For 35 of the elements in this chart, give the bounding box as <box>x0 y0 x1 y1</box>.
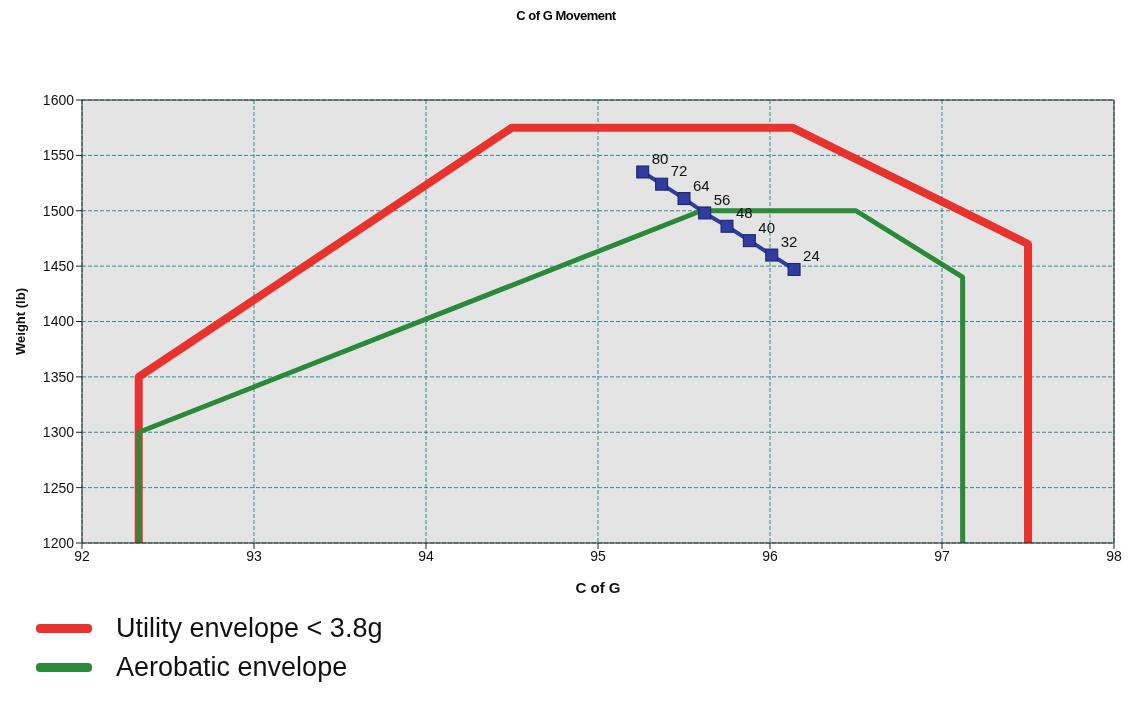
point <box>720 219 734 233</box>
point <box>655 177 669 191</box>
y-tick-label: 1200 <box>42 534 75 551</box>
annotation: 72 <box>670 162 688 180</box>
x-tick-label: 92 <box>74 547 90 564</box>
annotation: 56 <box>713 190 731 208</box>
y-tick-label: 1450 <box>42 258 75 275</box>
point <box>742 234 756 248</box>
legend-label: Utility envelope < 3.8g <box>116 613 383 644</box>
y-tick-label: 1600 <box>42 91 75 108</box>
legend-label: Aerobatic envelope <box>116 652 348 683</box>
y-tick-label: 1350 <box>42 368 75 385</box>
y-tick-label: 1250 <box>42 479 75 496</box>
y-tick-label: 1500 <box>42 202 75 219</box>
x-tick-label: 97 <box>934 547 950 564</box>
chart-title: C of G Movement <box>515 8 617 25</box>
point <box>765 248 779 262</box>
x-tick-label: 96 <box>762 547 778 564</box>
point <box>787 262 801 276</box>
x-tick-label: 93 <box>246 547 262 564</box>
y-tick-label: 1400 <box>42 313 75 330</box>
y-tick-label: 1550 <box>42 147 75 164</box>
x-tick-label: 94 <box>418 547 434 564</box>
point <box>698 206 712 220</box>
annotation: 64 <box>693 176 710 194</box>
x-axis-title: C of G <box>575 579 621 596</box>
y-axis-title: Weight (lb) <box>12 288 28 355</box>
x-tick-label: 98 <box>1106 547 1122 564</box>
annotation: 32 <box>780 233 798 251</box>
point <box>636 165 650 179</box>
annotation: 40 <box>758 218 776 236</box>
annotation: 24 <box>803 247 820 265</box>
y-tick-label: 1300 <box>42 424 75 441</box>
point <box>677 192 691 206</box>
x-tick-label: 95 <box>590 547 606 564</box>
